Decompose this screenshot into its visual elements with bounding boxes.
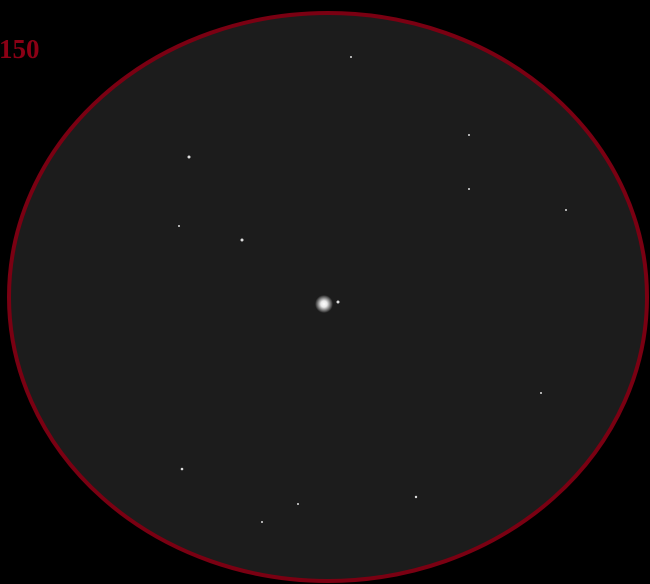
bright-star [315, 295, 333, 313]
star [240, 238, 244, 242]
star [565, 209, 567, 211]
star [336, 300, 340, 304]
star [468, 188, 470, 190]
stars [178, 56, 567, 523]
star [178, 225, 180, 227]
magnification-label: 150 [0, 34, 40, 64]
star [414, 495, 418, 499]
star [540, 392, 542, 394]
star [297, 503, 299, 505]
star [468, 134, 470, 136]
star [261, 521, 263, 523]
star [350, 56, 352, 58]
star [187, 155, 191, 159]
star [180, 467, 184, 471]
